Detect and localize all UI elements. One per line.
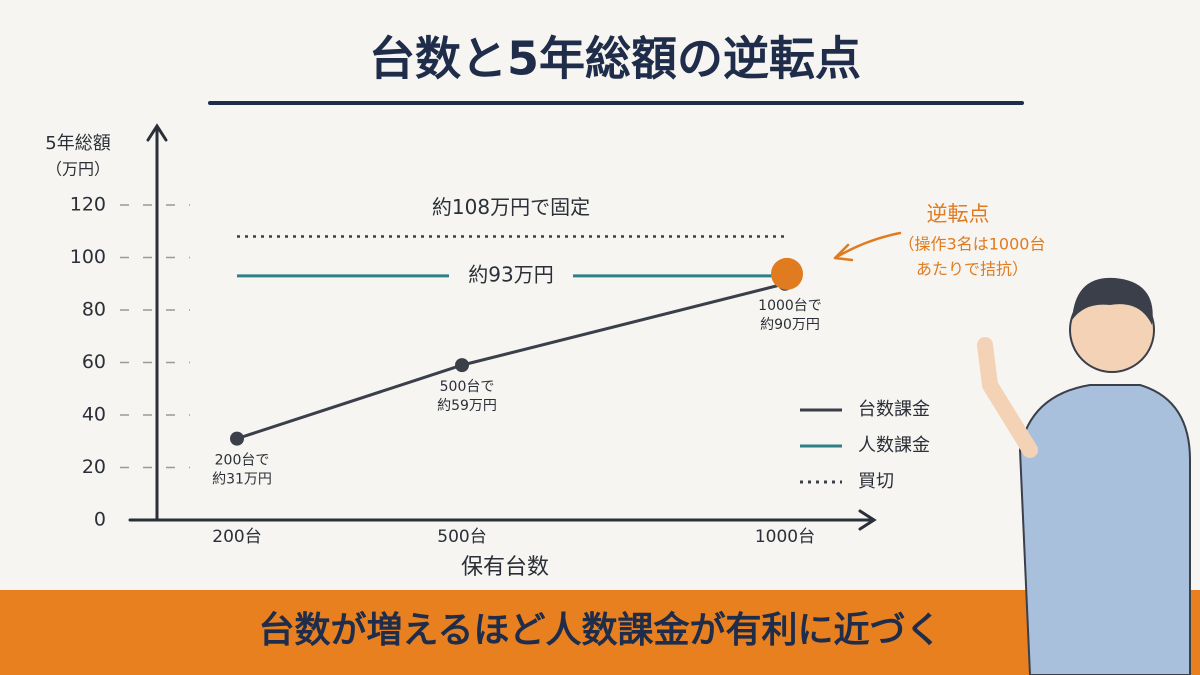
line-label: 約93万円 bbox=[468, 262, 553, 286]
point-note: 1000台で bbox=[758, 298, 822, 314]
point-note: 500台で bbox=[440, 379, 495, 395]
value-label: 約90万円 bbox=[760, 317, 820, 333]
x-axis-label: 保有台数 bbox=[461, 555, 549, 580]
crossover-title: 逆転点 bbox=[927, 202, 990, 226]
line-label: 約108万円で固定 bbox=[432, 195, 590, 219]
banner-bg bbox=[0, 590, 1200, 675]
person-hair bbox=[1072, 277, 1153, 325]
point bbox=[455, 358, 469, 373]
x-axis bbox=[128, 509, 877, 531]
person bbox=[977, 277, 1191, 675]
y-axis-unit: （万円） bbox=[46, 160, 110, 179]
point bbox=[230, 431, 244, 446]
y-tick-label: 100 bbox=[70, 246, 106, 268]
y-axis-label: 5年総額 bbox=[45, 133, 110, 154]
y-tick-label: 40 bbox=[82, 404, 106, 426]
x-tick-label: 1000台 bbox=[755, 527, 815, 547]
y-tick-label: 0 bbox=[94, 509, 106, 531]
crossover-point bbox=[771, 257, 803, 290]
person-arm bbox=[977, 337, 1038, 458]
banner-text: 台数が増えるほど人数課金が有利に近づく bbox=[259, 609, 942, 651]
person-body bbox=[1018, 384, 1191, 675]
legend-label: 台数課金 bbox=[858, 399, 930, 420]
point-note: 200台で bbox=[215, 453, 270, 469]
y-axis bbox=[146, 123, 168, 522]
x-tick-label: 500台 bbox=[437, 527, 486, 547]
legend-label: 人数課金 bbox=[858, 435, 930, 456]
crossover-arrow bbox=[833, 231, 902, 262]
value-label: 約31万円 bbox=[212, 472, 272, 488]
label-bg bbox=[449, 261, 573, 290]
legend-label: 買切 bbox=[858, 471, 894, 492]
y-tick-label: 80 bbox=[82, 299, 106, 321]
y-tick-label: 20 bbox=[82, 456, 106, 478]
crossover-note: あたりで拮抗） bbox=[916, 260, 1028, 279]
crossover-note: （操作3名は1000台 bbox=[899, 235, 1046, 254]
title: 台数と5年総額の逆転点 bbox=[369, 32, 861, 86]
x-tick-label: 200台 bbox=[212, 527, 261, 547]
value-label: 約59万円 bbox=[437, 398, 497, 414]
y-tick-label: 120 bbox=[70, 194, 106, 216]
series-line bbox=[236, 282, 786, 441]
y-tick-label: 60 bbox=[82, 351, 106, 373]
